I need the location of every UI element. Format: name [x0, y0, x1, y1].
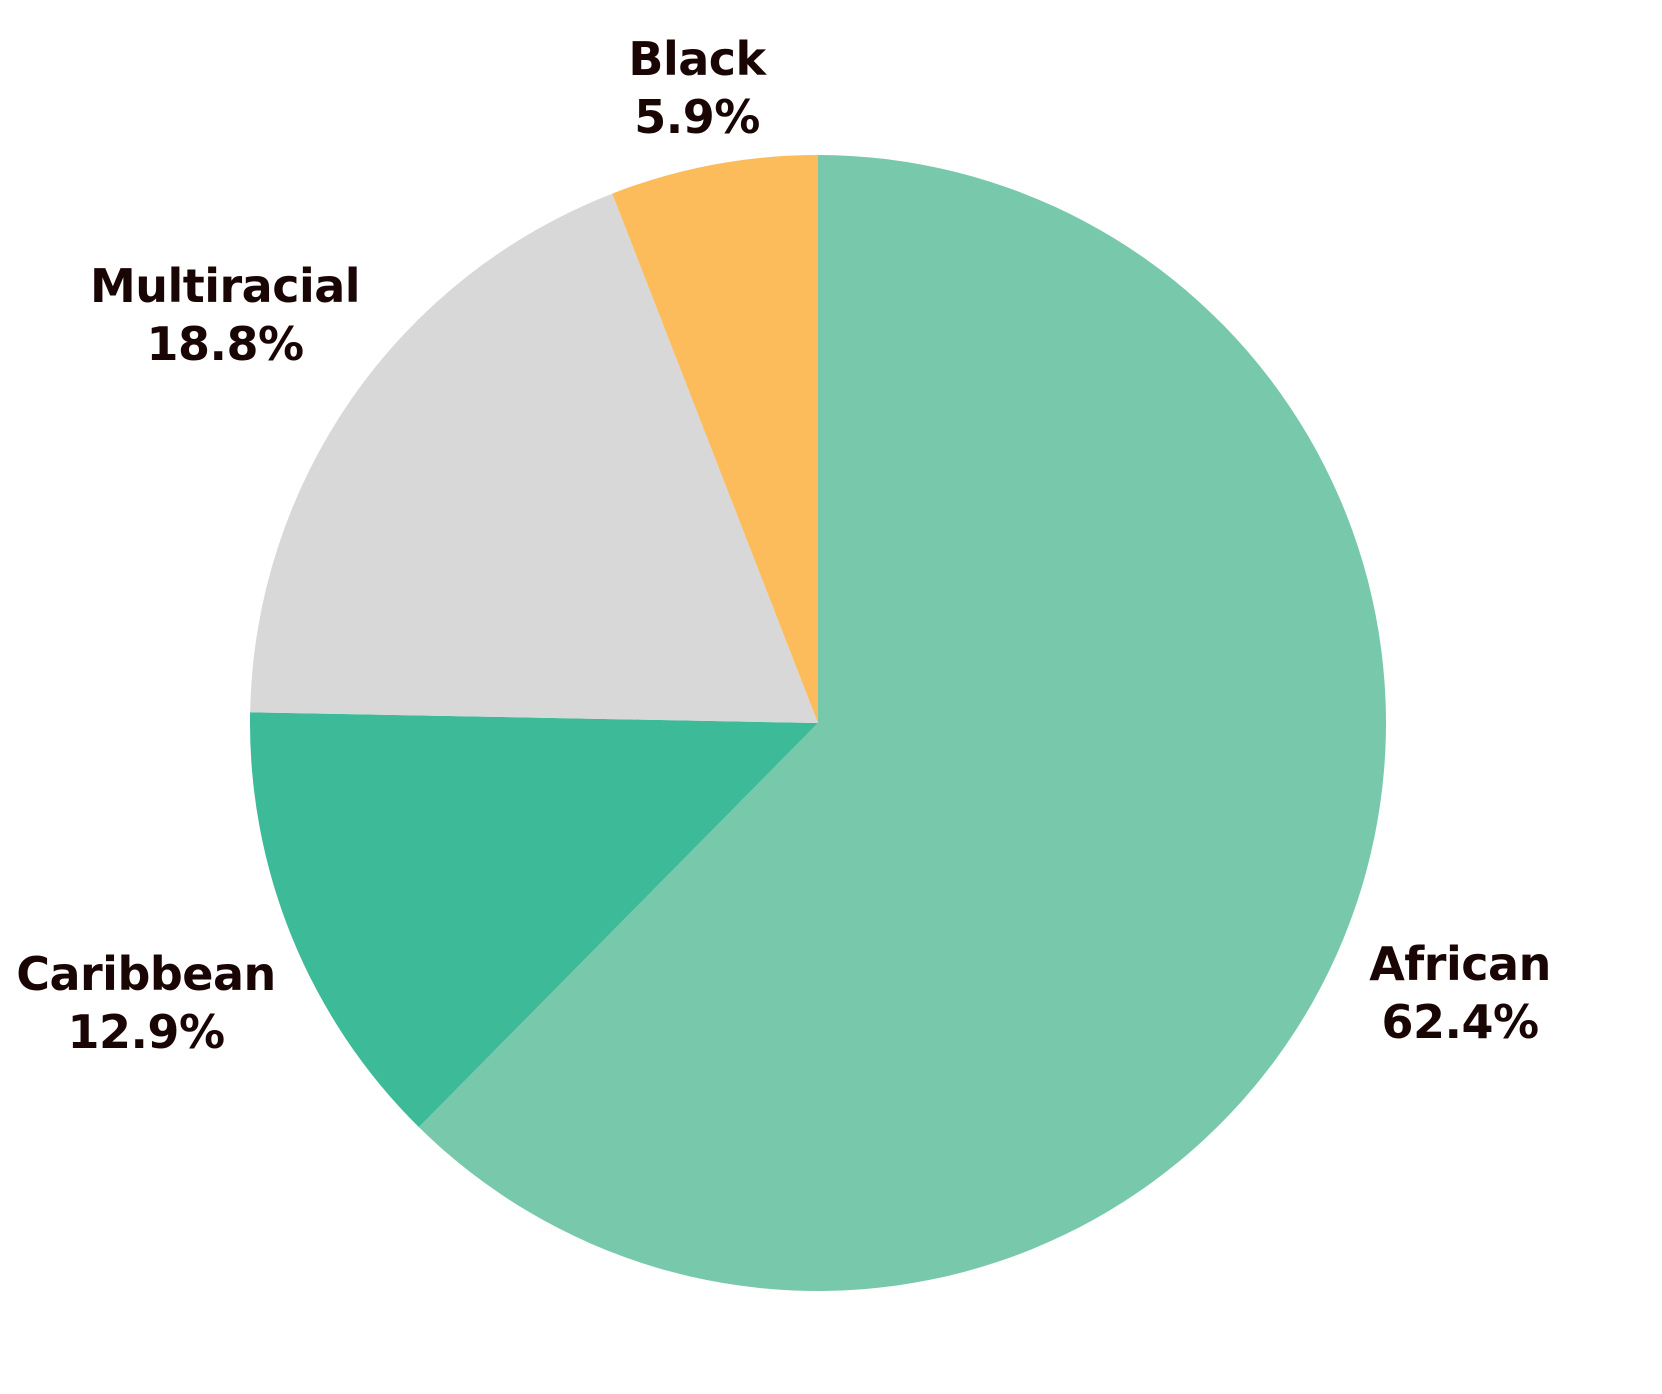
label-black: Black 5.9%	[628, 30, 766, 146]
label-caribbean-name: Caribbean	[16, 947, 276, 1001]
pie-slice-multiracial	[250, 193, 819, 723]
label-caribbean: Caribbean 12.9%	[16, 945, 276, 1061]
label-caribbean-pct: 12.9%	[67, 1005, 225, 1059]
pie-slice-caribbean	[250, 712, 818, 1128]
label-black-pct: 5.9%	[634, 90, 760, 144]
label-african-name: African	[1369, 937, 1551, 991]
label-multiracial: Multiracial 18.8%	[89, 257, 361, 373]
label-multiracial-name: Multiracial	[89, 259, 361, 313]
label-african-pct: 62.4%	[1381, 995, 1539, 1049]
label-multiracial-pct: 18.8%	[146, 317, 304, 371]
pie-slice-black	[612, 155, 818, 723]
pie-slice-african	[418, 155, 1387, 1291]
label-african: African 62.4%	[1369, 935, 1551, 1051]
label-black-name: Black	[628, 32, 766, 86]
